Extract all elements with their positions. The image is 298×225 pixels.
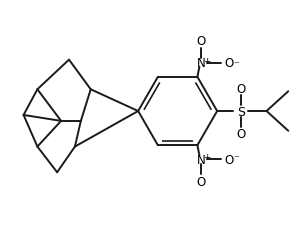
Text: ⁻: ⁻ [233, 60, 239, 70]
Text: ⁻: ⁻ [233, 153, 239, 163]
Text: +: + [204, 56, 211, 65]
Text: O: O [236, 128, 246, 141]
Text: +: + [204, 152, 211, 161]
Text: O: O [224, 57, 234, 70]
Text: N: N [197, 153, 206, 166]
Text: O: O [236, 82, 246, 95]
Text: O: O [197, 176, 206, 188]
Text: S: S [237, 105, 245, 118]
Text: N: N [197, 57, 206, 70]
Text: O: O [224, 153, 234, 166]
Text: O: O [197, 35, 206, 47]
